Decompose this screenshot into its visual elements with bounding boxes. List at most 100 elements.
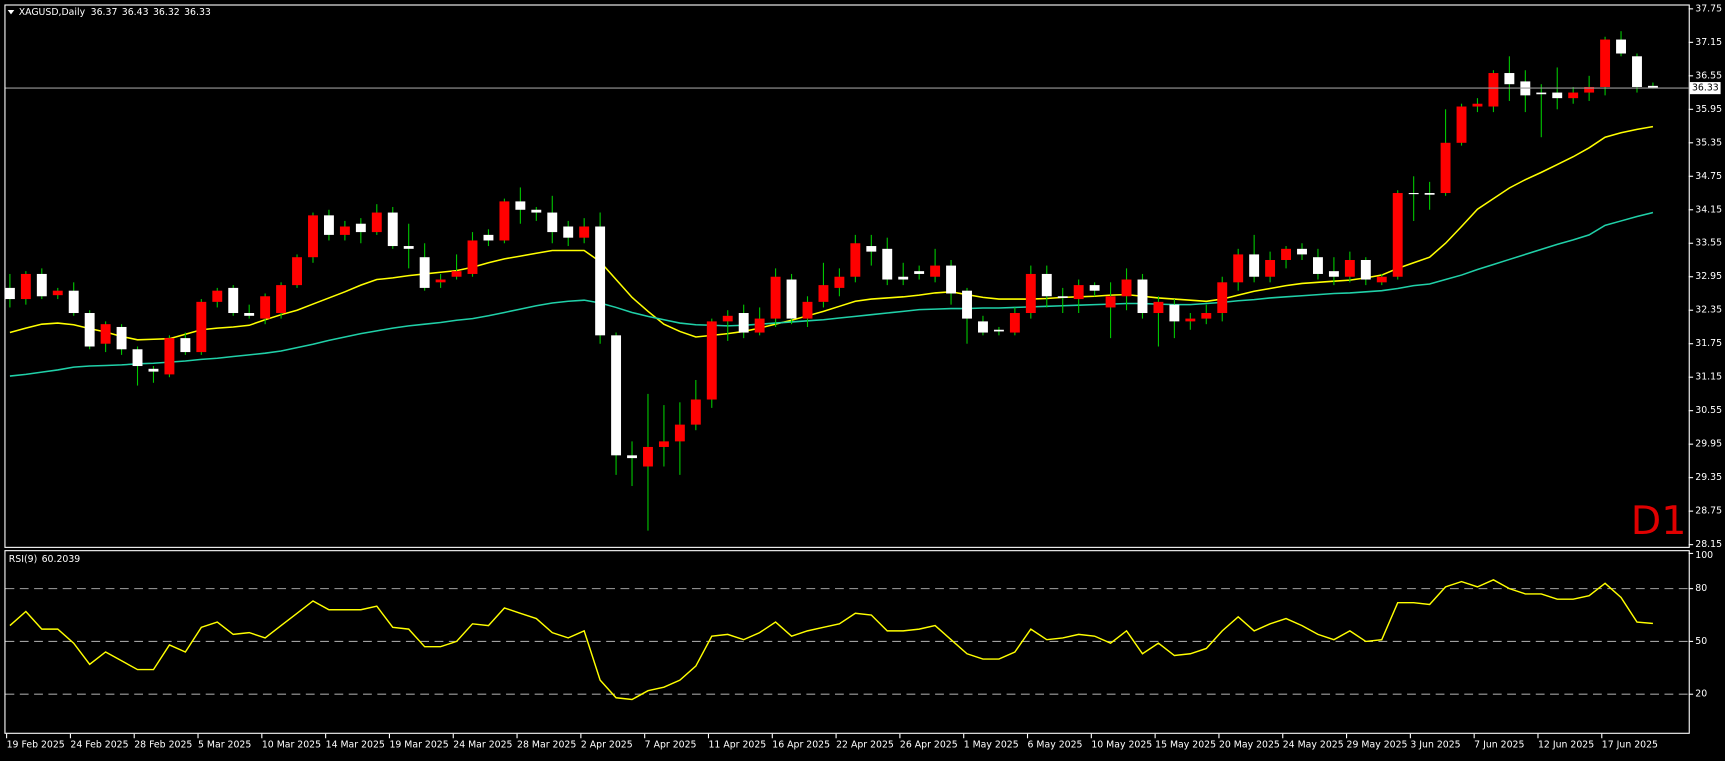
x-tick-label: 12 Jun 2025 (1538, 739, 1594, 750)
y-tick-label: 28.75 (1695, 506, 1722, 517)
candle-body (770, 276, 781, 319)
candle-body (1137, 279, 1148, 314)
y-tick-label: 28.15 (1695, 539, 1722, 550)
candle-body (898, 276, 909, 280)
candle-body (100, 324, 111, 344)
y-tick-label: 34.15 (1695, 204, 1722, 215)
candle-body (292, 257, 302, 286)
candle-body (547, 212, 558, 233)
candle-body (611, 335, 622, 456)
candle-body (563, 226, 574, 238)
candle-body (52, 290, 63, 296)
current-price-box (1689, 82, 1721, 95)
x-tick-label: 11 Apr 2025 (708, 739, 766, 750)
rsi-current: 60.2039 (42, 553, 81, 564)
candle-body (706, 321, 717, 400)
candle-body (1600, 39, 1611, 87)
candle-body (850, 243, 861, 277)
candle-body (738, 313, 749, 333)
x-tick-label: 17 Jun 2025 (1602, 739, 1658, 750)
candle-body (674, 424, 685, 442)
x-tick-label: 22 Apr 2025 (836, 739, 894, 750)
candle-body (1424, 193, 1435, 195)
x-tick-label: 10 May 2025 (1091, 739, 1152, 750)
y-tick-label: 29.95 (1695, 439, 1722, 450)
x-tick-label: 26 Apr 2025 (900, 739, 958, 750)
candle-body (658, 441, 669, 447)
candle-body (323, 215, 334, 235)
candle-body (1408, 193, 1419, 195)
candle-body (627, 455, 637, 459)
candle-body (1121, 279, 1132, 297)
candle-body (579, 226, 590, 238)
x-tick-label: 28 Feb 2025 (134, 739, 192, 750)
candle-body (1488, 73, 1499, 107)
candle-body (1009, 313, 1020, 333)
candle-body (786, 279, 797, 319)
candle-body (1632, 56, 1642, 87)
candle-body (1568, 92, 1579, 99)
candle-body (1472, 103, 1483, 107)
candle-body (802, 301, 813, 319)
candle-body (244, 313, 255, 316)
y-tick-label: 50 (1695, 636, 1707, 647)
rsi-title: RSI(9) (9, 553, 37, 564)
candle-body (1504, 73, 1515, 85)
candle-body (451, 271, 462, 277)
candle-body (1025, 273, 1036, 314)
candle-body (20, 273, 31, 300)
candle-body (1233, 254, 1244, 283)
candle-body (914, 271, 925, 274)
candle-body (180, 338, 191, 353)
high-value: 36.43 (122, 7, 149, 18)
candle-body (1392, 193, 1403, 277)
candle-body (1552, 92, 1563, 99)
moving-average (9, 125, 1654, 341)
candle-body (531, 209, 542, 213)
y-tick-label: 37.75 (1695, 3, 1722, 14)
candle-body (1313, 257, 1323, 274)
candle-body (435, 279, 446, 283)
x-tick-label: 1 May 2025 (964, 739, 1019, 750)
y-tick-label: 100 (1695, 550, 1713, 561)
candle-body (1089, 285, 1100, 291)
candle-body (866, 246, 877, 252)
candle-body (1584, 86, 1595, 93)
y-tick-label: 35.95 (1695, 104, 1722, 115)
candle-body (818, 285, 829, 302)
candle-body (834, 276, 845, 288)
candle-body (1073, 285, 1084, 300)
chart-header: XAGUSD,Daily 36.37 36.43 36.32 36.33 (19, 7, 211, 18)
y-tick-label: 34.75 (1695, 171, 1722, 182)
candle-body (276, 285, 287, 314)
candle-body (387, 212, 398, 247)
y-tick-label: 31.15 (1695, 372, 1722, 383)
candle-body (36, 273, 47, 297)
x-tick-label: 5 Mar 2025 (198, 739, 251, 750)
candle-body (84, 313, 95, 347)
candle-body (515, 201, 526, 210)
candle-body (962, 290, 972, 319)
rsi-header: RSI(9) 60.2039 (9, 553, 81, 564)
y-tick-label: 32.35 (1695, 305, 1722, 316)
candle-body (4, 287, 15, 300)
candle-body (946, 265, 957, 294)
x-tick-label: 19 Feb 2025 (7, 739, 65, 750)
candle-body (339, 226, 350, 235)
symbol: XAGUSD,Daily (19, 7, 86, 18)
candle-body (196, 301, 207, 353)
candle-body (1153, 301, 1164, 314)
x-tick-label: 2 Apr 2025 (581, 739, 633, 750)
candle-body (371, 212, 382, 233)
x-tick-label: 14 Mar 2025 (326, 739, 385, 750)
x-tick-label: 7 Apr 2025 (645, 739, 697, 750)
candle-body (116, 326, 127, 350)
candle-body (1201, 313, 1212, 319)
candle-body (1057, 296, 1068, 298)
x-tick-label: 15 May 2025 (1155, 739, 1216, 750)
candle-body (1297, 248, 1307, 255)
candle-body (419, 257, 430, 288)
candle-body (1536, 92, 1547, 95)
candle-body (467, 240, 478, 274)
